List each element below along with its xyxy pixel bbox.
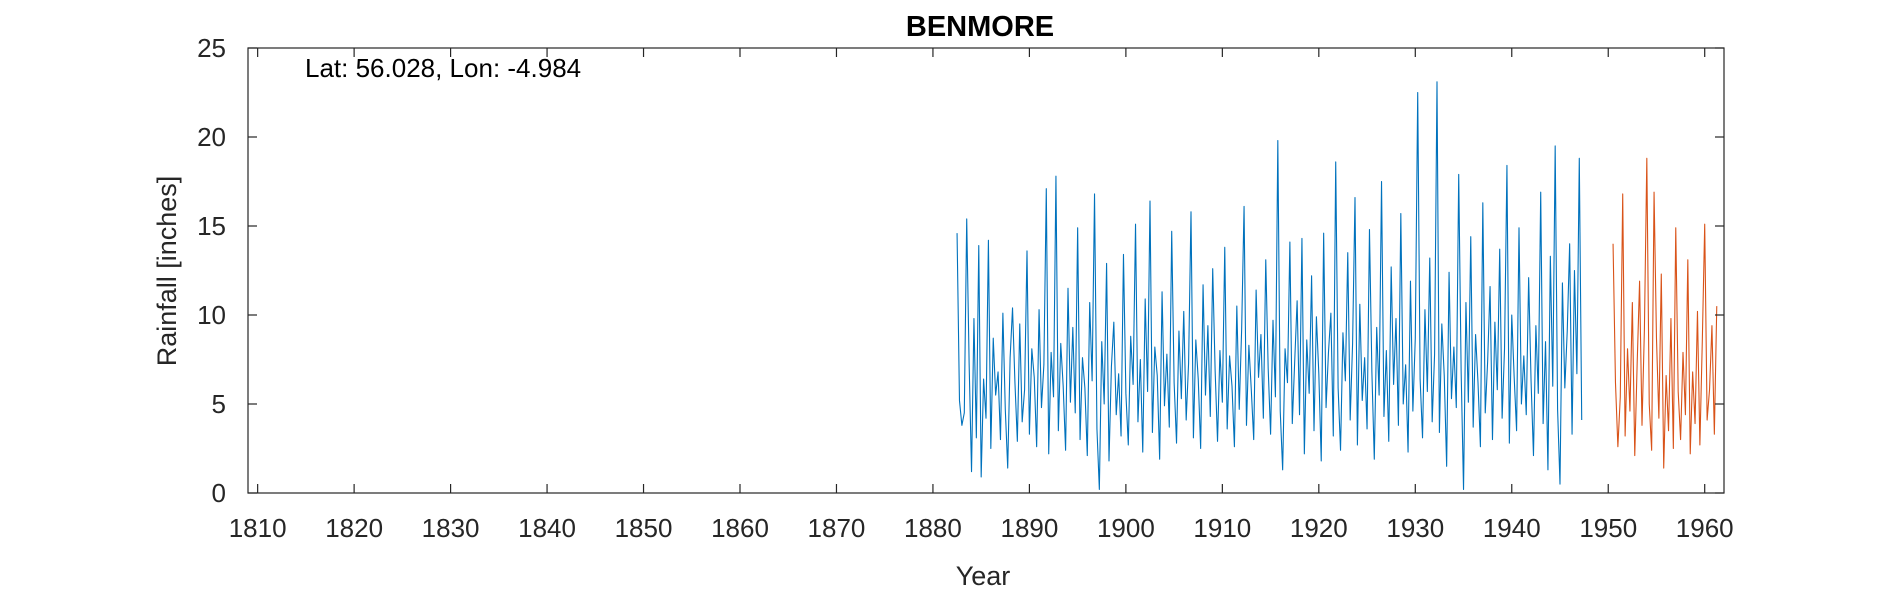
y-tick-label: 25 [197,33,226,63]
x-tick-label: 1850 [615,513,673,543]
plot-frame [247,47,1725,494]
x-tick-label: 1860 [711,513,769,543]
x-tick-label: 1960 [1676,513,1734,543]
x-tick-label: 1930 [1386,513,1444,543]
x-tick-label: 1820 [325,513,383,543]
x-tick-label: 1870 [808,513,866,543]
rainfall-series-line-2 [1612,157,1718,469]
y-tick-label: 20 [197,122,226,152]
x-tick-label: 1900 [1097,513,1155,543]
x-tick-label: 1830 [422,513,480,543]
x-tick-label: 1940 [1483,513,1541,543]
y-tick-label: 0 [212,478,226,508]
x-axis-label: Year [956,561,1011,591]
coordinates-annotation: Lat: 56.028, Lon: -4.984 [305,53,581,83]
y-tick-label: 5 [212,389,226,419]
x-tick-label: 1910 [1193,513,1251,543]
x-tick-label: 1810 [229,513,287,543]
x-tick-label: 1890 [1000,513,1058,543]
plot-area [248,48,1724,493]
x-tick-label: 1920 [1290,513,1348,543]
x-tick-label: 1950 [1579,513,1637,543]
y-tick-label: 15 [197,211,226,241]
chart-title: BENMORE [906,11,1054,43]
y-axis-label: Rainfall [inches] [152,176,182,367]
x-tick-label: 1840 [518,513,576,543]
x-tick-label: 1880 [904,513,962,543]
ticks-group: 1810 1820 1830 1840 1850 1860 1870 1880 1890 1900… [197,33,1734,543]
series-group [956,81,1718,490]
y-tick-label: 10 [197,300,226,330]
rainfall-series-line-1 [956,81,1583,490]
